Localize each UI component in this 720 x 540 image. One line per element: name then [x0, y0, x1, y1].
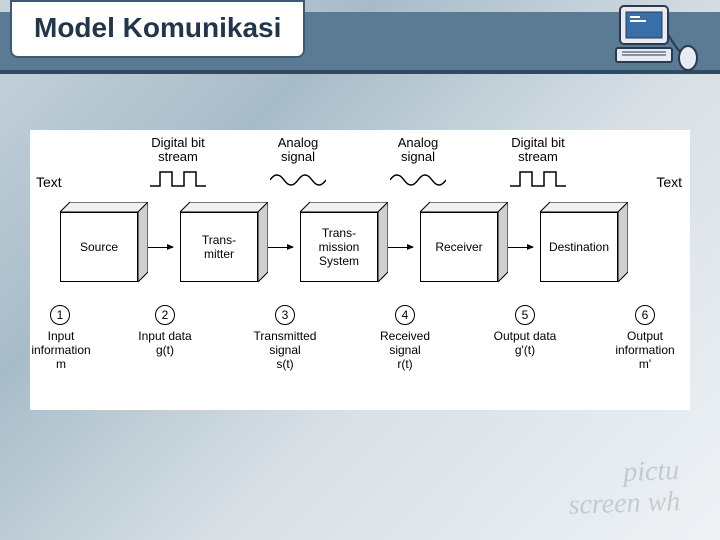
box-transmitter-label: Trans- mitter [202, 233, 236, 261]
caption-circle-4: 4 [395, 305, 415, 325]
signal-label-3: Analog signal [378, 136, 458, 165]
title-pill: Model Komunikasi [10, 0, 305, 58]
square-wave-icon [150, 170, 206, 188]
caption-3: Transmitted signal s(t) [250, 330, 320, 371]
caption-circle-3: 3 [275, 305, 295, 325]
arrow-2 [268, 247, 293, 248]
box-receiver-label: Receiver [435, 240, 482, 254]
box-source: Source [60, 202, 148, 282]
caption-circle-5: 5 [515, 305, 535, 325]
sine-wave-icon-1 [270, 172, 326, 188]
sine-wave-icon-2 [390, 172, 446, 188]
signal-label-1-line1: Digital bit [151, 135, 204, 150]
caption-4: Received signal r(t) [370, 330, 440, 371]
arrow-4 [508, 247, 533, 248]
box-destination-label: Destination [549, 240, 609, 254]
signal-label-3-line2: signal [401, 149, 435, 164]
arrow-1 [148, 247, 173, 248]
end-label-left: Text [36, 174, 62, 190]
diagram-panel: Text Text Digital bit stream Analog sign… [30, 130, 690, 410]
signal-label-1-line2: stream [158, 149, 198, 164]
signal-label-4-line1: Digital bit [511, 135, 564, 150]
box-receiver: Receiver [420, 202, 508, 282]
box-destination: Destination [540, 202, 628, 282]
background-ghost-text: pictu screen wh [567, 456, 681, 521]
signal-label-3-line1: Analog [398, 135, 438, 150]
signal-label-2-line1: Analog [278, 135, 318, 150]
box-transmission-system: Trans- mission System [300, 202, 388, 282]
end-label-right: Text [656, 174, 682, 190]
signal-label-4: Digital bit stream [498, 136, 578, 165]
computer-clipart [612, 2, 702, 72]
caption-circle-2: 2 [155, 305, 175, 325]
caption-circle-6: 6 [635, 305, 655, 325]
caption-5: Output data g'(t) [490, 330, 560, 358]
box-source-label: Source [80, 240, 118, 254]
signal-label-2: Analog signal [258, 136, 338, 165]
signal-label-4-line2: stream [518, 149, 558, 164]
box-transmitter: Trans- mitter [180, 202, 268, 282]
signal-label-2-line2: signal [281, 149, 315, 164]
signal-label-1: Digital bit stream [138, 136, 218, 165]
caption-1: Input information m [26, 330, 96, 371]
box-transmission-label: Trans- mission System [319, 226, 360, 268]
slide-title: Model Komunikasi [34, 12, 281, 44]
square-wave-icon-2 [510, 170, 566, 188]
caption-2: Input data g(t) [130, 330, 200, 358]
arrow-3 [388, 247, 413, 248]
caption-circle-1: 1 [50, 305, 70, 325]
caption-6: Output information m' [610, 330, 680, 371]
